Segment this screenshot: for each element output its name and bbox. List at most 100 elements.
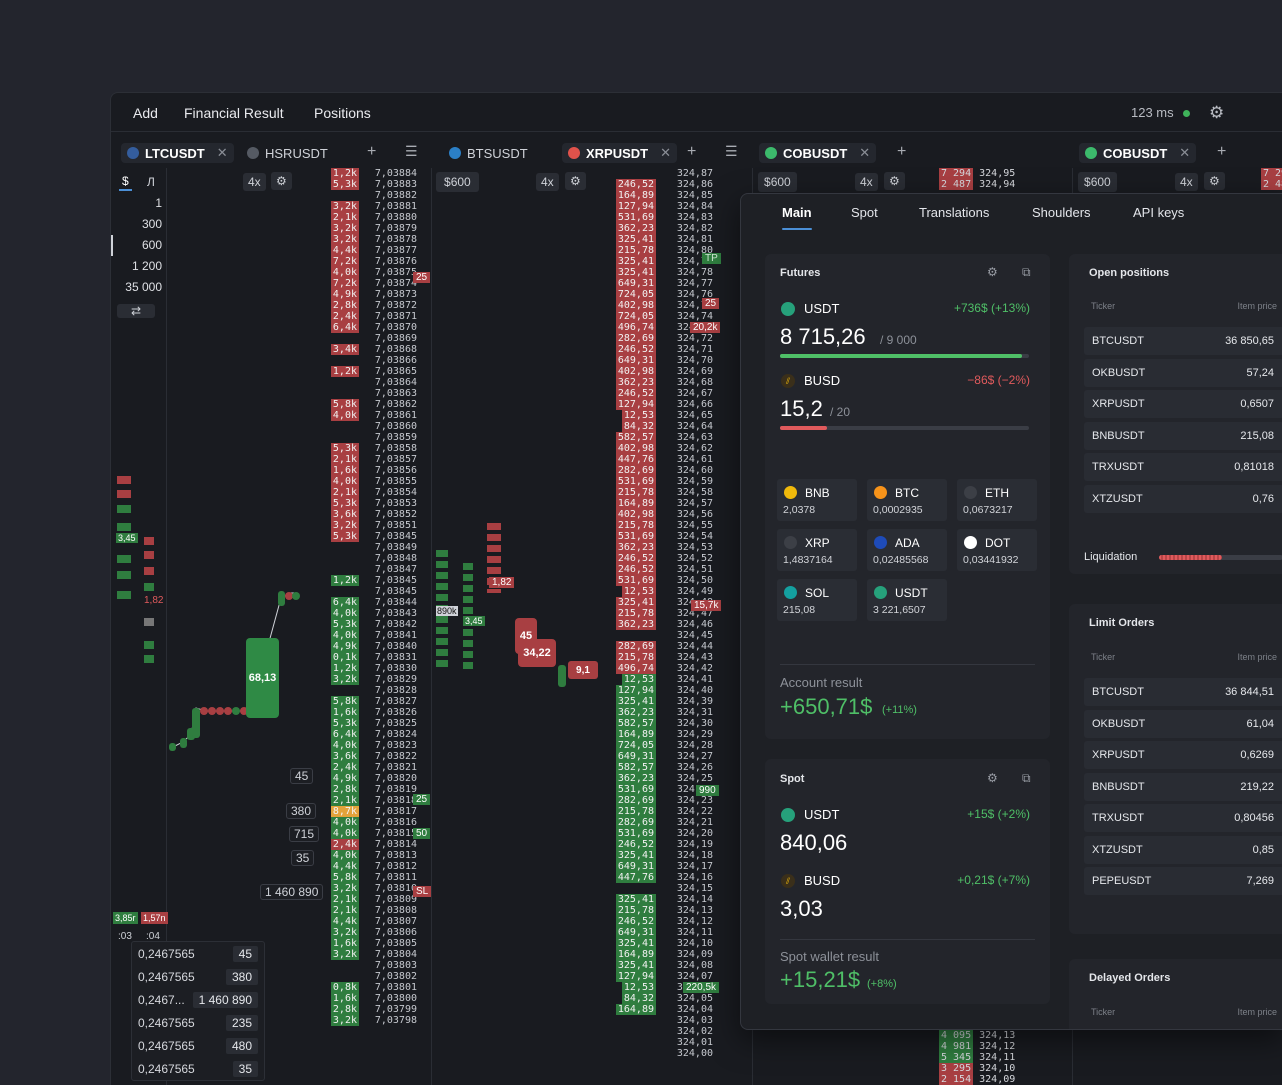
ladder-row[interactable]: 1,6k 7,03805 xyxy=(316,938,431,949)
ladder-row[interactable]: 4,0k 7,03815 xyxy=(316,828,431,839)
ladder-row[interactable]: 246,52 324,12 xyxy=(593,916,721,927)
ladder-row[interactable]: 531,69 324,54 xyxy=(593,531,721,542)
amount-input[interactable]: $600 xyxy=(1078,172,1117,192)
stop-loss-marker[interactable]: SL xyxy=(413,886,432,897)
ladder-row[interactable]: 12,53 324,65 xyxy=(593,410,721,421)
ladder-row[interactable]: 5,8k 7,03862 xyxy=(316,399,431,410)
ladder-row[interactable]: 496,74 324,42 xyxy=(593,663,721,674)
ladder-row[interactable]: 324,15 xyxy=(593,883,721,894)
ladder-row[interactable]: 402,98 324,56 xyxy=(593,509,721,520)
ladder-row[interactable]: 246,52 324,51 xyxy=(593,564,721,575)
table-row[interactable]: XRPUSDT 0,6507 xyxy=(1084,390,1282,418)
ladder-row[interactable]: 531,69 324,59 xyxy=(593,476,721,487)
menu-lines-icon[interactable]: ☰ xyxy=(725,143,738,159)
ladder-row[interactable]: 282,69 324,72 xyxy=(593,333,721,344)
ladder-row[interactable]: 582,57 324,63 xyxy=(593,432,721,443)
ladder-row[interactable]: 4,0k 7,03861 xyxy=(316,410,431,421)
ladder-row[interactable]: 2,8k 7,03819 xyxy=(316,784,431,795)
ladder-row[interactable]: 4,0k 7,03823 xyxy=(316,740,431,751)
asset-tile-dot[interactable]: DOT 0,03441932 xyxy=(957,529,1037,571)
ladder-row[interactable]: 246,52 324,19 xyxy=(593,839,721,850)
ladder-row[interactable]: 1,6k 7,03826 xyxy=(316,707,431,718)
lots-toggle[interactable]: Л xyxy=(147,175,155,189)
ladder-row[interactable]: 2,1k 7,03808 xyxy=(316,905,431,916)
ladder-row[interactable]: 4,4k 7,03877 xyxy=(316,245,431,256)
ladder-row[interactable]: 7,03803 xyxy=(316,960,431,971)
tab-cobusdt-2[interactable]: COBUSDT ✕ xyxy=(1079,143,1197,163)
ladder-row[interactable]: 4,4k 7,03807 xyxy=(316,916,431,927)
ladder-row[interactable]: 5,3k 7,03845 xyxy=(316,531,431,542)
volume-option[interactable]: 35 000 xyxy=(125,280,162,294)
amount-input[interactable]: $600 xyxy=(758,172,797,192)
leverage-button[interactable]: 4x xyxy=(855,173,878,191)
ladder-row[interactable]: 649,31 324,27 xyxy=(593,751,721,762)
ladder-row[interactable]: 7,2k 7,03876 xyxy=(316,256,431,267)
ladder-row[interactable]: 402,98 324,69 xyxy=(593,366,721,377)
tab-shoulders[interactable]: Shoulders xyxy=(1032,205,1091,220)
ladder-row[interactable]: 1,2k 7,03865 xyxy=(316,366,431,377)
order-marker[interactable]: 50 xyxy=(413,828,431,839)
ladder-row[interactable]: 3,6k 7,03852 xyxy=(316,509,431,520)
ladder-row[interactable]: 7,03848 xyxy=(316,553,431,564)
order-qty-chip[interactable]: 45 xyxy=(290,768,314,784)
tab-spot[interactable]: Spot xyxy=(851,205,878,220)
ladder-row[interactable]: 4,0k 7,03875 xyxy=(316,267,431,278)
ladder-row[interactable]: 2,4k 7,03871 xyxy=(316,311,431,322)
ladder-row[interactable]: 649,31 324,17 xyxy=(593,861,721,872)
order-marker[interactable]: 20,2k xyxy=(690,322,721,333)
ladder-row[interactable]: 7,03864 xyxy=(316,377,431,388)
ladder-row[interactable]: 215,78 324,47 xyxy=(593,608,721,619)
ladder-row[interactable]: 325,41 324,18 xyxy=(593,850,721,861)
volume-option[interactable]: 1 200 xyxy=(131,259,162,273)
ladder-row[interactable]: 2,1k 7,03809 xyxy=(316,894,431,905)
ladder-row[interactable]: 649,31 324,70 xyxy=(593,355,721,366)
tab-translations[interactable]: Translations xyxy=(919,205,990,220)
ladder-row[interactable]: 282,69 324,21 xyxy=(593,817,721,828)
ladder-row[interactable]: 4,0k 7,03843 xyxy=(316,608,431,619)
ladder-row[interactable]: 2,4k 7,03821 xyxy=(316,762,431,773)
ladder-row[interactable]: 362,23 324,31 xyxy=(593,707,721,718)
table-row[interactable]: XRPUSDT 0,6269 xyxy=(1084,741,1282,769)
close-tab-icon[interactable]: ✕ xyxy=(216,145,228,160)
ladder-row[interactable]: 402,98 324,62 xyxy=(593,443,721,454)
settings-gear-icon[interactable]: ⚙ xyxy=(1209,103,1225,122)
ladder-row[interactable]: 1,2k 7,03884 xyxy=(316,168,431,179)
ladder-row[interactable]: 324,00 xyxy=(593,1048,721,1059)
ladder-row[interactable]: 164,89 324,29 xyxy=(593,729,721,740)
table-row[interactable]: TRXUSDT 0,81018 xyxy=(1084,453,1282,481)
ladder-row[interactable]: 7,03859 xyxy=(316,432,431,443)
ladder-row[interactable]: 325,41 324,79 xyxy=(593,256,721,267)
asset-tile-sol[interactable]: SOL 215,08 xyxy=(777,579,857,621)
add-tab-plus-icon[interactable]: + xyxy=(687,143,697,160)
ladder-row[interactable]: 402,98 324,75 xyxy=(593,300,721,311)
ladder-row[interactable]: 5,3k 7,03883 xyxy=(316,179,431,190)
asset-tile-xrp[interactable]: XRP 1,4837164 xyxy=(777,529,857,571)
table-row[interactable]: XTZUSDT 0,76 xyxy=(1084,484,1282,513)
ladder-row[interactable]: 3,2k 7,03881 xyxy=(316,201,431,212)
chart-settings-gear-icon[interactable]: ⚙ xyxy=(271,172,292,190)
ladder-row[interactable]: 2,1k 7,03880 xyxy=(316,212,431,223)
table-row[interactable]: TRXUSDT 0,80456 xyxy=(1084,804,1282,832)
asset-tile-usdt[interactable]: USDT 3 221,6507 xyxy=(867,579,947,621)
ladder-row[interactable]: 531,69 324,24 xyxy=(593,784,721,795)
asset-tile-eth[interactable]: ETH 0,0673217 xyxy=(957,479,1037,521)
ladder-row[interactable]: 127,94 324,66 xyxy=(593,399,721,410)
ladder-row[interactable]: 3,2k 7,03851 xyxy=(316,520,431,531)
ladder-row[interactable]: 1,2k 7,03845 xyxy=(316,575,431,586)
ladder-row[interactable]: 3,2k 7,03879 xyxy=(316,223,431,234)
tab-xrpusdt[interactable]: XRPUSDT ✕ xyxy=(562,143,678,163)
table-row[interactable]: 0,2467565 35 xyxy=(132,1057,264,1080)
ladder-row[interactable]: 5,3k 7,03858 xyxy=(316,443,431,454)
add-tab-plus-icon[interactable]: + xyxy=(897,143,907,160)
ladder-row[interactable]: 7,03845 xyxy=(316,586,431,597)
order-qty-chip[interactable]: 35 xyxy=(291,850,315,866)
table-row[interactable]: BNBUSDT 215,08 xyxy=(1084,421,1282,450)
currency-toggle[interactable]: $ xyxy=(119,173,132,191)
chart-settings-gear-icon[interactable]: ⚙ xyxy=(565,172,586,190)
add-tab-plus-icon[interactable]: + xyxy=(1217,143,1227,160)
leverage-button[interactable]: 4x xyxy=(536,173,559,191)
ladder-row[interactable]: 582,57 324,30 xyxy=(593,718,721,729)
order-marker[interactable]: 25 xyxy=(413,794,431,805)
ladder-row[interactable]: 5,8k 7,03827 xyxy=(316,696,431,707)
ladder-row[interactable]: 3,2k 7,03804 xyxy=(316,949,431,960)
